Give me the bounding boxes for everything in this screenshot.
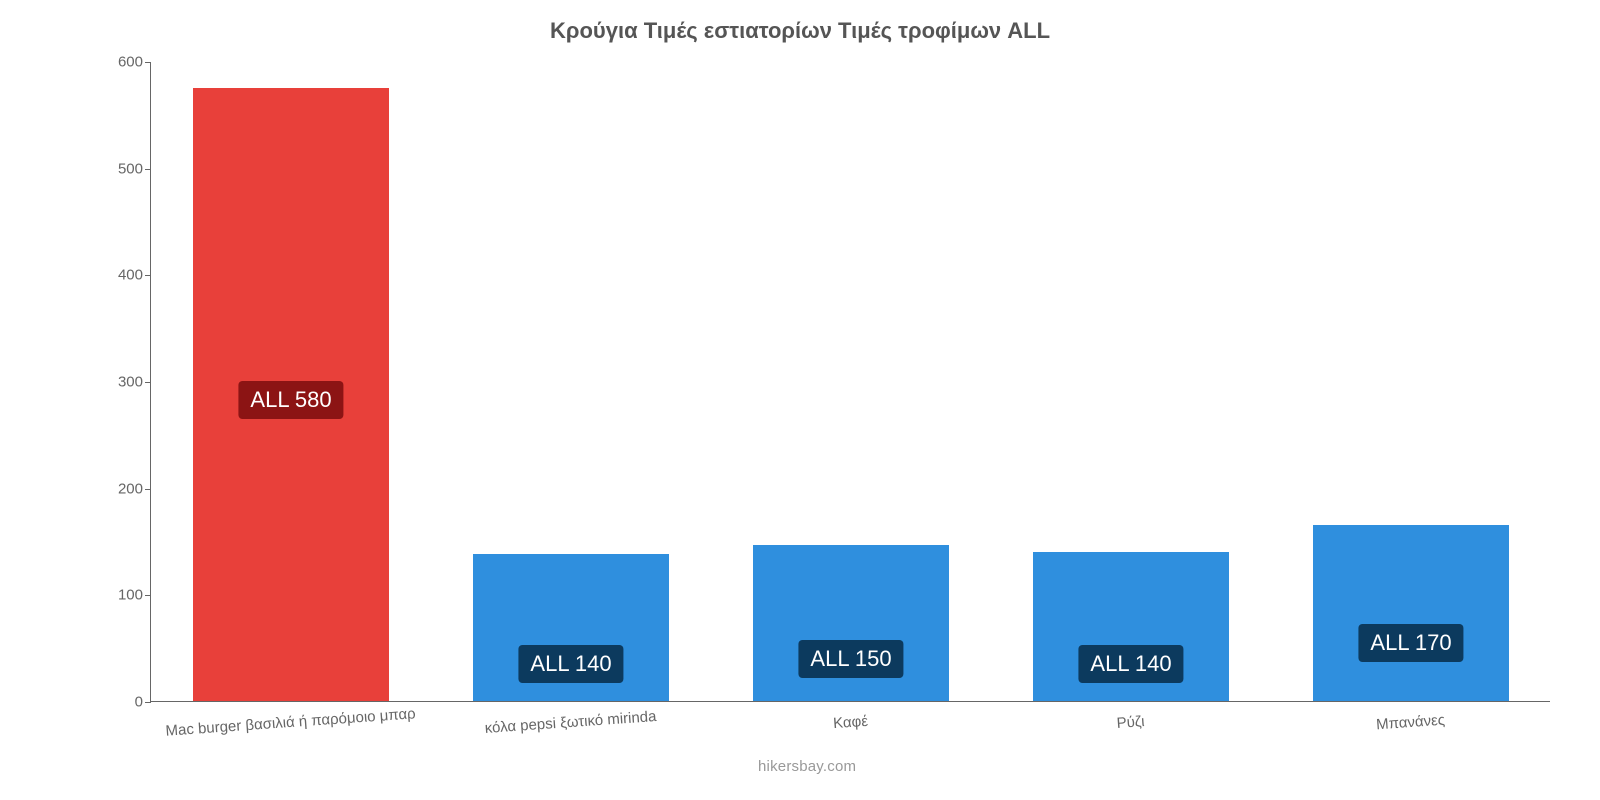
price-bar-chart: Κρούγια Τιμές εστιατορίων Τιμές τροφίμων… (0, 0, 1600, 800)
attribution-text: hikersbay.com (758, 758, 856, 775)
bar-value-badge: ALL 150 (798, 640, 903, 678)
y-tick-mark (145, 275, 151, 276)
x-tick-label: Μπανάνες (1376, 712, 1446, 734)
x-axis-labels: Mac burger βασιλιά ή παρόμοιο μπαρ κόλα p… (150, 702, 1550, 762)
chart-title: Κρούγια Τιμές εστιατορίων Τιμές τροφίμων… (0, 18, 1600, 44)
y-tick-mark (145, 62, 151, 63)
x-tick-label: Καφέ (833, 713, 869, 732)
bar: ALL 140 (1033, 552, 1229, 701)
bar: ALL 140 (473, 554, 669, 701)
x-tick-label: Ρύζι (1116, 713, 1145, 732)
bar-value-badge: ALL 140 (518, 645, 623, 683)
bar-value-badge: ALL 140 (1078, 645, 1183, 683)
bar: ALL 580 (193, 88, 389, 701)
bar-value-badge: ALL 170 (1358, 624, 1463, 662)
bar: ALL 150 (753, 545, 949, 701)
y-tick-mark (145, 489, 151, 490)
y-tick-mark (145, 595, 151, 596)
y-tick-mark (145, 382, 151, 383)
plot-area: 0100200300400500600ALL 580ALL 140ALL 150… (150, 62, 1550, 702)
y-tick-mark (145, 169, 151, 170)
x-tick-label: κόλα pepsi ξωτικό mirinda (484, 708, 657, 737)
bar: ALL 170 (1313, 525, 1509, 701)
bar-value-badge: ALL 580 (238, 381, 343, 419)
x-tick-label: Mac burger βασιλιά ή παρόμοιο μπαρ (165, 705, 416, 739)
